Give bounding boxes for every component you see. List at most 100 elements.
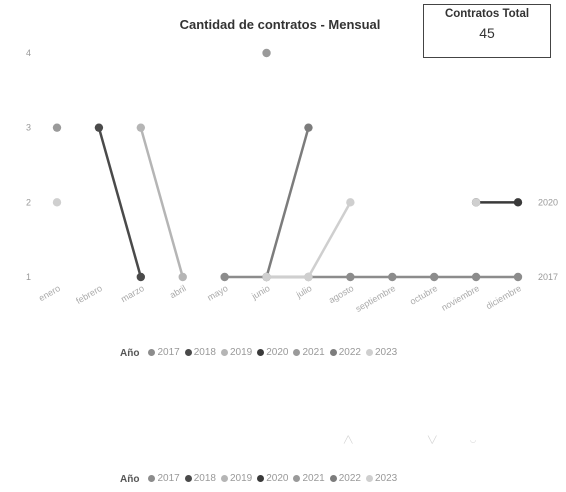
legend-label: 2023 [374, 473, 398, 484]
x-tick-label: junio [249, 283, 271, 302]
ghost-mark: ╲╱ [428, 437, 437, 444]
data-point[interactable] [94, 123, 104, 132]
legend-swatch [148, 349, 156, 356]
legend-swatch [365, 475, 373, 482]
legend-swatch [220, 349, 228, 356]
y-tick-label: 4 [26, 48, 31, 58]
chart-title: Cantidad de contratos - Mensual [179, 17, 381, 32]
kpi-value: 45 [479, 25, 495, 41]
data-point[interactable] [346, 198, 355, 207]
data-point[interactable] [304, 123, 313, 132]
data-point[interactable] [471, 198, 481, 207]
legend-label: 2017 [157, 347, 180, 358]
data-point[interactable] [513, 272, 523, 282]
data-point[interactable] [429, 272, 439, 282]
data-point[interactable] [136, 123, 146, 132]
legend-label: 2021 [302, 473, 325, 484]
legend-item-2019[interactable]: 2019 [220, 347, 253, 358]
x-tick-label: julio [294, 283, 314, 300]
legend-swatch [148, 475, 156, 482]
ghost-mark: ╱╲ [344, 437, 353, 444]
legend-label: 2020 [266, 347, 289, 358]
legend-title: Año [120, 473, 140, 485]
data-point[interactable] [52, 198, 62, 207]
legend-label: 2022 [338, 347, 361, 358]
data-point[interactable] [262, 272, 271, 282]
legend-label: 2019 [229, 347, 253, 358]
series-2019 [136, 123, 187, 282]
legend-item-2022[interactable]: 2022 [329, 347, 361, 358]
data-point[interactable] [388, 272, 397, 282]
y-tick-label: 2 [26, 197, 31, 207]
x-tick-label: diciembre [484, 283, 523, 311]
legend-item-2018[interactable]: 2018 [184, 473, 216, 484]
legend-swatch [257, 349, 265, 356]
x-tick-label: enero [37, 283, 62, 303]
data-point[interactable] [262, 48, 271, 58]
legend-label: 2022 [338, 473, 361, 484]
legend-swatch [293, 475, 301, 482]
x-tick-label: agosto [327, 283, 355, 305]
legend-title: Año [120, 347, 140, 359]
legend-item-2022[interactable]: 2022 [329, 473, 361, 484]
legend-item-2023[interactable]: 2023 [365, 347, 397, 358]
legend-item-2017[interactable]: 2017 [148, 473, 180, 484]
legend-item-2019[interactable]: 2019 [220, 473, 253, 484]
series-end-label: 2020 [538, 197, 558, 207]
legend-swatch [365, 349, 373, 356]
legend-label: 2020 [266, 473, 289, 484]
data-point[interactable] [471, 272, 481, 282]
data-point[interactable] [136, 272, 146, 282]
legend-item-2018[interactable]: 2018 [184, 347, 216, 358]
x-tick-label: septiembre [354, 283, 398, 314]
legend-item-2023[interactable]: 2023 [365, 473, 398, 484]
ghost-mark: ◡ [470, 437, 477, 444]
x-tick-label: octubre [408, 283, 439, 307]
data-point[interactable] [513, 198, 523, 207]
series-line-segment [265, 127, 310, 278]
legend-label: 2018 [193, 473, 216, 484]
legend-items: 2017 2018 2019 2020 2021 2022 2023 [148, 473, 402, 485]
x-tick-label: marzo [119, 283, 146, 304]
data-point[interactable] [220, 272, 229, 282]
legend-swatch [220, 475, 228, 482]
legend-item-2017[interactable]: 2017 [148, 347, 180, 358]
legend: Año 2017 2018 2019 2020 2021 2022 2023 [120, 347, 402, 359]
legend-swatch [184, 475, 192, 482]
data-point[interactable] [178, 272, 187, 282]
legend-duplicate: Año 2017 2018 2019 2020 2021 2022 2023 [120, 473, 402, 485]
legend-item-2021[interactable]: 2021 [293, 473, 325, 484]
legend-swatch [257, 475, 265, 482]
series-2021 [52, 48, 271, 132]
series-line-segment [139, 127, 184, 278]
x-tick-label: febrero [74, 283, 104, 306]
series-layer [52, 48, 523, 282]
legend-swatch [293, 349, 301, 356]
legend-item-2021[interactable]: 2021 [293, 347, 325, 358]
legend-label: 2019 [229, 473, 253, 484]
end-labels: 2017 2020 [538, 197, 558, 282]
x-axis: enero febrero marzo abril mayo junio julio agos… [37, 283, 523, 314]
legend-items: 2017 2018 2019 2020 2021 2022 2023 [148, 347, 402, 359]
series-line-segment [307, 201, 352, 278]
legend-item-2020[interactable]: 2020 [257, 473, 288, 484]
y-axis: 1 2 3 4 [26, 48, 31, 282]
legend-item-2020[interactable]: 2020 [257, 347, 288, 358]
series-2022 [262, 123, 313, 282]
line-chart[interactable]: 1 2 3 4 enero febrero marzo abril mayo junio juli… [0, 0, 566, 340]
legend-label: 2021 [302, 347, 325, 358]
series-2023 [52, 198, 481, 282]
x-tick-label: noviembre [440, 283, 481, 313]
legend-label: 2017 [157, 473, 180, 484]
data-point[interactable] [52, 123, 62, 132]
x-tick-label: abril [168, 283, 188, 300]
legend-swatch [329, 475, 337, 482]
series-2018 [94, 123, 146, 282]
series-line-segment [97, 127, 143, 278]
y-tick-label: 1 [26, 272, 31, 282]
legend-swatch [184, 349, 192, 356]
data-point[interactable] [346, 272, 355, 282]
data-point[interactable] [304, 272, 313, 282]
kpi-card[interactable]: Contratos Total 45 [423, 4, 551, 58]
x-tick-label: mayo [206, 283, 230, 303]
